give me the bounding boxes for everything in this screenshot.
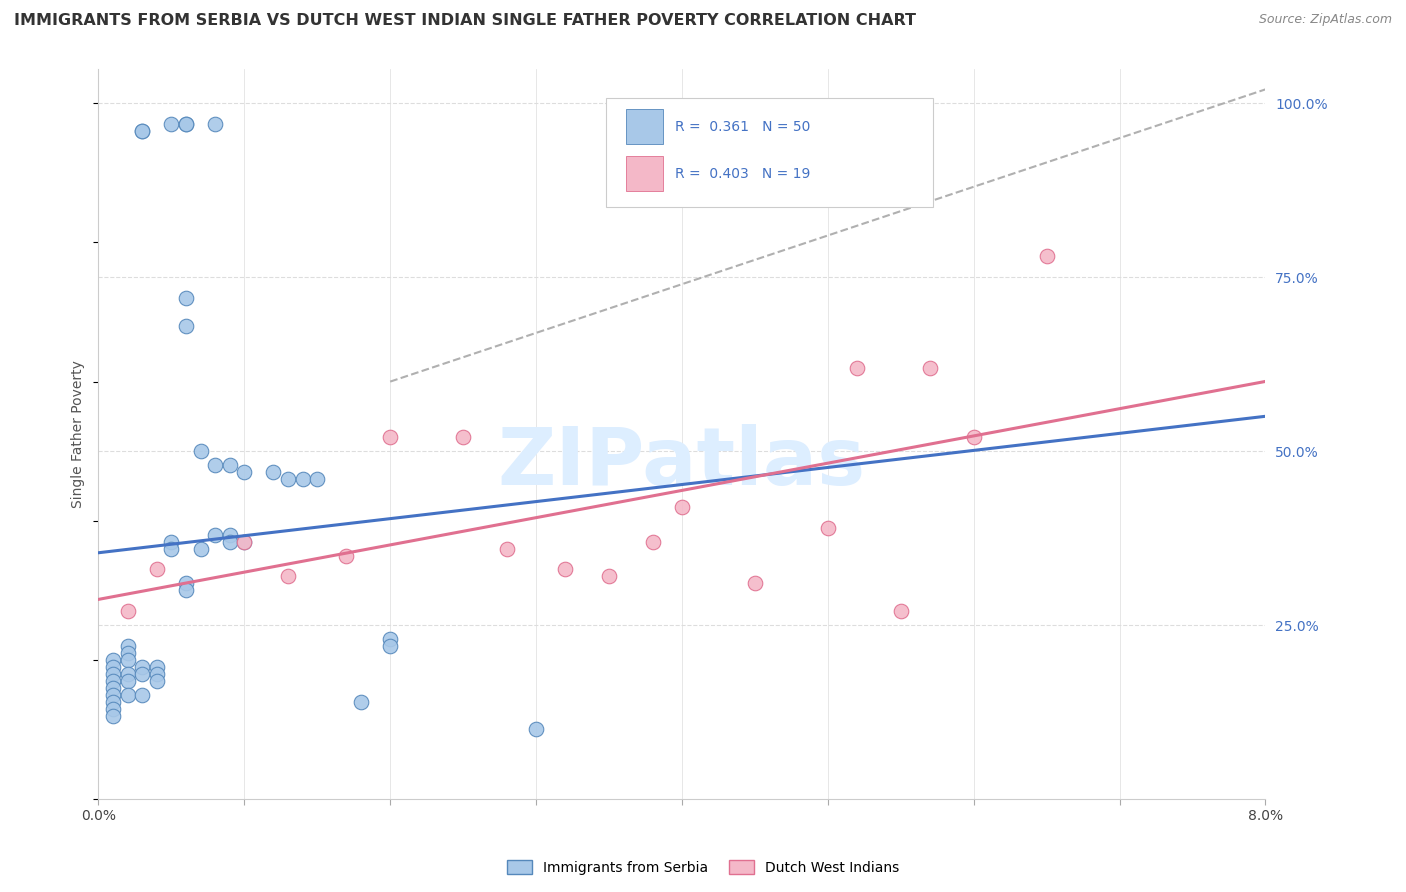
Point [117,673,139,688]
Point [817,521,839,535]
Bar [626,110,664,145]
Point [101,708,124,723]
Point [131,124,153,138]
Point [101,701,124,715]
Point [101,673,124,688]
Point [671,500,693,514]
Point [131,666,153,681]
Point [174,117,197,131]
Point [350,695,373,709]
FancyBboxPatch shape [606,98,932,207]
Point [131,124,153,138]
Point [918,360,941,375]
Point [174,318,197,333]
Point [380,632,402,646]
Y-axis label: Single Father Poverty: Single Father Poverty [72,359,86,508]
Point [101,688,124,702]
Point [263,465,285,479]
Legend: Immigrants from Serbia, Dutch West Indians: Immigrants from Serbia, Dutch West India… [501,855,905,880]
Point [117,639,139,653]
Point [174,583,197,598]
Point [131,660,153,674]
Point [218,534,240,549]
Point [291,472,314,486]
Point [101,653,124,667]
Text: R =  0.361   N = 50: R = 0.361 N = 50 [675,120,810,134]
Point [174,291,197,305]
Point [204,117,226,131]
Point [524,723,547,737]
Text: Source: ZipAtlas.com: Source: ZipAtlas.com [1258,13,1392,27]
Point [146,666,169,681]
Point [146,673,169,688]
Point [598,569,620,583]
Point [117,666,139,681]
Point [380,430,402,444]
Point [451,430,474,444]
Point [146,660,169,674]
Point [554,562,576,576]
Point [380,639,402,653]
Point [218,458,240,472]
Point [845,360,868,375]
Point [335,549,357,563]
Point [307,472,329,486]
Point [160,541,183,556]
Point [277,472,299,486]
Point [962,430,984,444]
Point [744,576,766,591]
Text: ZIPatlas: ZIPatlas [498,424,866,502]
Point [131,688,153,702]
Point [117,688,139,702]
Point [233,534,256,549]
Point [204,527,226,541]
Point [218,527,240,541]
Point [146,562,169,576]
Bar [626,156,664,192]
Point [174,576,197,591]
Point [174,117,197,131]
Point [277,569,299,583]
Text: IMMIGRANTS FROM SERBIA VS DUTCH WEST INDIAN SINGLE FATHER POVERTY CORRELATION CH: IMMIGRANTS FROM SERBIA VS DUTCH WEST IND… [14,13,917,29]
Point [101,666,124,681]
Point [160,534,183,549]
Point [101,695,124,709]
Point [233,534,256,549]
Point [117,604,139,618]
Point [117,646,139,660]
Point [890,604,912,618]
Point [160,117,183,131]
Point [190,541,212,556]
Point [101,660,124,674]
Point [117,653,139,667]
Point [101,681,124,695]
Point [190,444,212,458]
Point [233,465,256,479]
Point [641,534,664,549]
Point [204,458,226,472]
Point [1035,249,1057,263]
Point [496,541,519,556]
Text: R =  0.403   N = 19: R = 0.403 N = 19 [675,167,810,181]
